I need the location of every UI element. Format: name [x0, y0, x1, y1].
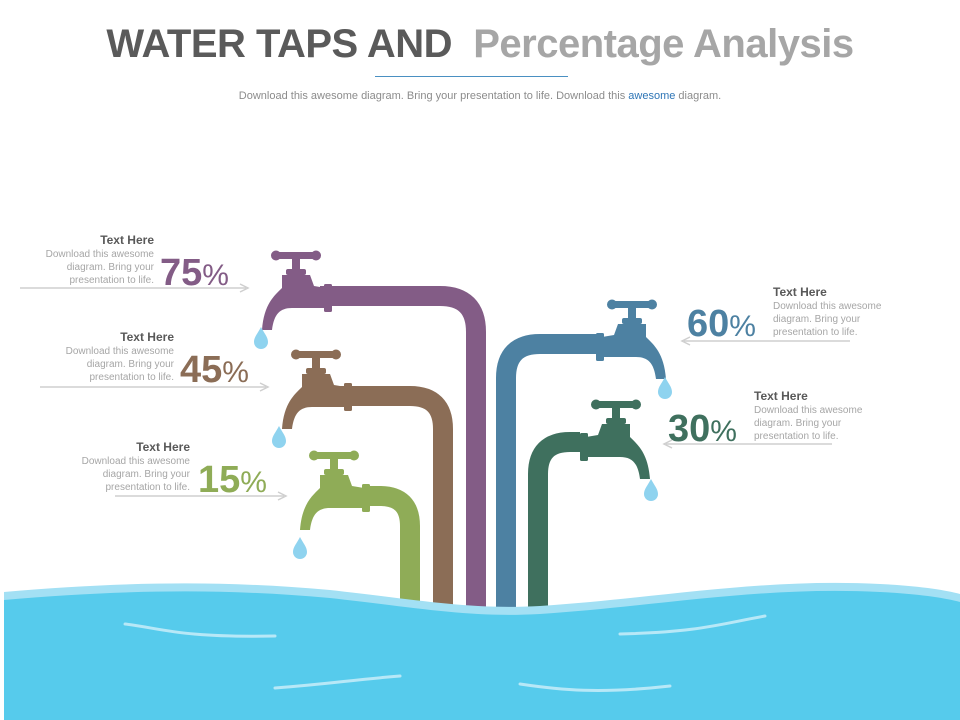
percent-30: 30% [668, 409, 737, 452]
text-block-line: diagram. Bring your [773, 314, 861, 325]
leader-lines [20, 283, 850, 501]
text-block-line: Download this awesome [45, 249, 154, 260]
text-block-75: Text Here Download this awesome diagram.… [20, 233, 154, 287]
text-block-heading: Text Here [773, 285, 827, 299]
percent-45: 45% [180, 350, 249, 393]
percent-sign: % [222, 356, 249, 389]
pipe-30 [528, 432, 580, 612]
percent-sign: % [729, 310, 756, 343]
text-block-line: presentation to life. [69, 275, 155, 286]
page-title: WATER TAPS AND Percentage Analysis [0, 22, 960, 67]
water-drop-45 [272, 426, 286, 448]
text-block-line: diagram. Bring your [66, 262, 154, 273]
subtitle: Download this awesome diagram. Bring you… [0, 90, 960, 102]
text-block-heading: Text Here [120, 330, 174, 344]
text-block-line: Download this awesome [773, 301, 882, 312]
water-drop-75 [254, 327, 268, 349]
percent-sign: % [710, 415, 737, 448]
text-block-heading: Text Here [100, 233, 154, 247]
text-block-line: presentation to life. [754, 431, 839, 442]
faucet-45 [282, 349, 352, 429]
subtitle-end: diagram. [678, 90, 722, 102]
pipe-60 [496, 334, 600, 612]
percent-15: 15% [198, 460, 267, 503]
percent-60: 60% [687, 304, 756, 347]
percent-value: 45 [180, 349, 223, 391]
title-light-part: Percentage Analysis [473, 22, 854, 66]
percent-value: 75 [160, 252, 203, 294]
water-body [4, 582, 960, 720]
text-block-line: diagram. Bring your [86, 359, 174, 370]
text-block-line: diagram. Bring your [754, 418, 842, 429]
faucet-15 [300, 450, 370, 530]
text-block-line: presentation to life. [105, 482, 191, 493]
pipe-75 [320, 286, 486, 612]
pipe-15 [362, 486, 420, 612]
faucet-60 [596, 299, 666, 379]
water-drop-15 [293, 537, 307, 559]
pipe-45 [340, 386, 453, 612]
water-drop-60 [658, 377, 672, 399]
percent-75: 75% [160, 253, 229, 296]
text-block-heading: Text Here [754, 389, 808, 403]
subtitle-text: Download this awesome diagram. Bring you… [238, 90, 626, 102]
percent-value: 30 [668, 408, 711, 450]
title-underline [375, 76, 568, 77]
subtitle-highlight: awesome [628, 90, 676, 102]
text-block-15: Text Here Download this awesome diagram.… [56, 440, 190, 494]
text-block-line: Download this awesome [81, 456, 190, 467]
faucet-75 [262, 250, 332, 330]
text-block-30: Text Here Download this awesome diagram.… [754, 389, 894, 443]
text-block-60: Text Here Download this awesome diagram.… [773, 285, 913, 339]
text-block-line: Download this awesome [65, 346, 174, 357]
percent-sign: % [202, 259, 229, 292]
text-block-line: presentation to life. [773, 327, 858, 338]
text-block-45: Text Here Download this awesome diagram.… [40, 330, 174, 384]
water-drop-30 [644, 479, 658, 501]
title-dark-part: WATER TAPS AND [106, 22, 452, 66]
percent-sign: % [240, 466, 267, 499]
faucet-30 [580, 399, 650, 479]
text-block-heading: Text Here [136, 440, 190, 454]
text-block-line: diagram. Bring your [102, 469, 190, 480]
text-block-line: presentation to life. [89, 372, 175, 383]
percent-value: 60 [687, 303, 730, 345]
text-block-line: Download this awesome [754, 405, 863, 416]
percent-value: 15 [198, 459, 241, 501]
